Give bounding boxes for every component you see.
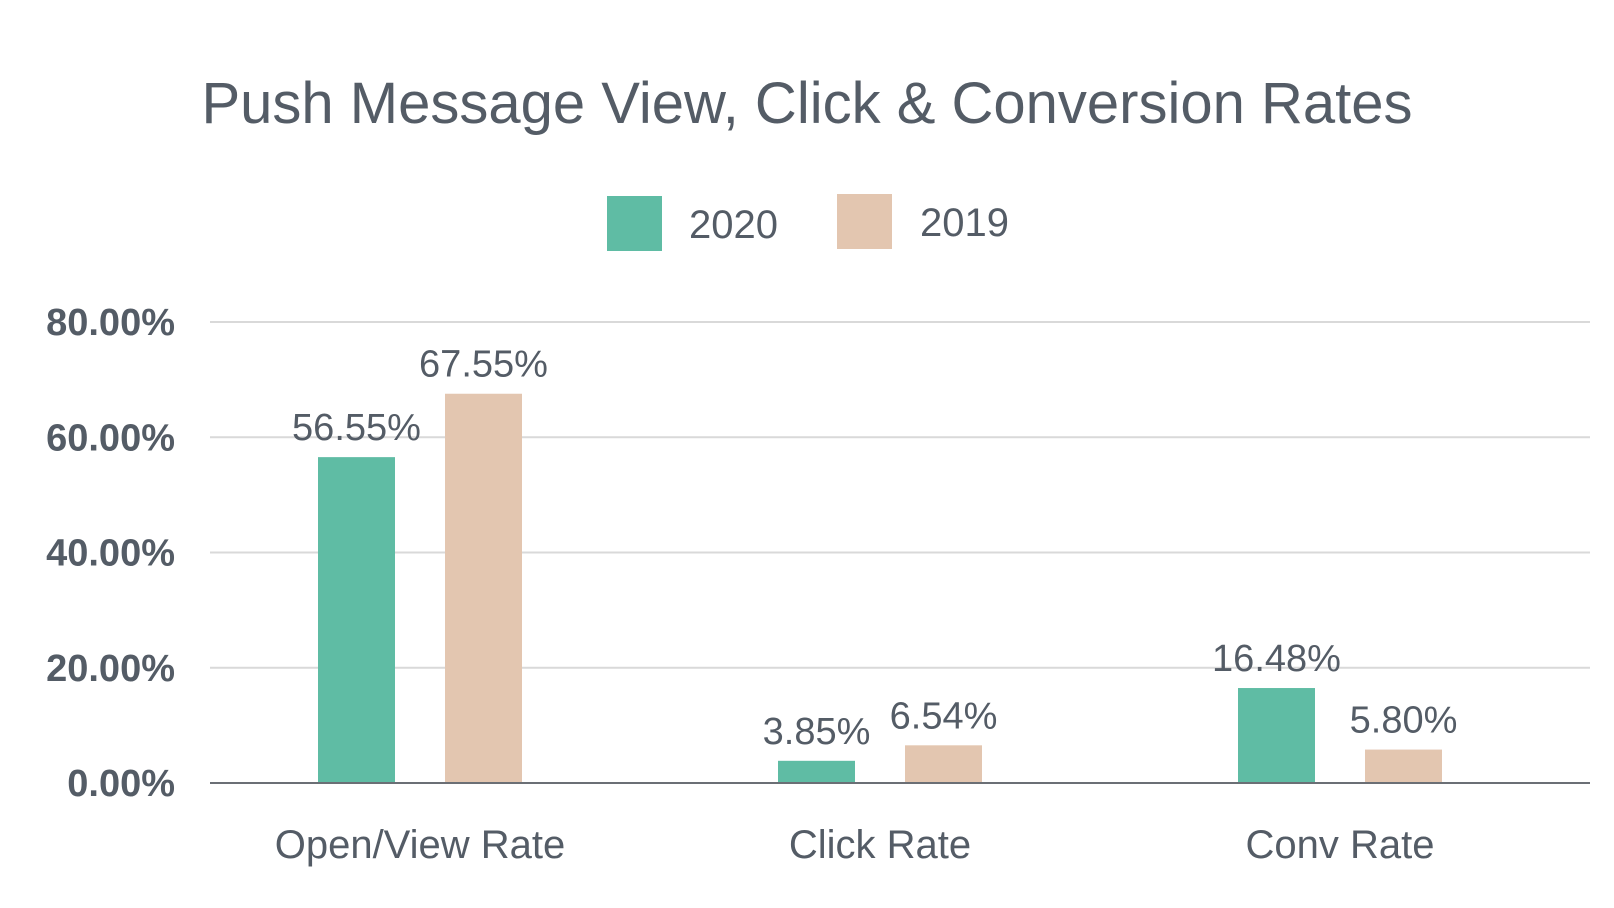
data-label: 56.55% [292,407,421,449]
data-labels: 56.55% 67.55% 3.85% 6.54% 16.48%5.80% [292,344,1457,753]
legend-swatch-2020 [607,196,662,251]
y-tick-label: 40.00% [46,533,175,575]
y-tick-label: 0.00% [67,763,175,805]
x-tick-label: Open/View Rate [275,823,566,867]
y-tick-label: 60.00% [46,417,175,459]
data-label: 67.55% [419,344,548,386]
y-tick-label: 80.00% [46,302,175,344]
bar-2020-2 [778,760,855,783]
data-label: 3.85% [763,711,871,753]
data-label: 16.48% [1212,638,1341,680]
gridlines [210,321,1590,669]
y-tick-label: 20.00% [46,648,175,690]
legend-label-2020: 2020 [689,203,778,247]
data-label: 6.54% [890,695,998,737]
bar-2019-2 [905,745,982,783]
y-axis: 0.00% 20.00% 40.00% 60.00% 80.00% [46,302,175,805]
bar-2019-1 [445,393,522,783]
bar-2019-3 [1365,749,1442,783]
bars [318,393,1442,783]
legend: 2020 2019 [607,194,1009,251]
chart-title: Push Message View, Click & Conversion Ra… [201,71,1412,136]
data-label: 5.80% [1350,700,1458,742]
x-tick-label: Click Rate [789,823,971,867]
legend-label-2019: 2019 [920,201,1009,245]
bar-2020-1 [318,457,395,783]
x-tick-label: Conv Rate [1246,823,1435,867]
legend-swatch-2019 [837,194,892,249]
x-axis: Open/View Rate Click Rate Conv Rate [210,782,1590,867]
bar-2020-3 [1238,688,1315,783]
